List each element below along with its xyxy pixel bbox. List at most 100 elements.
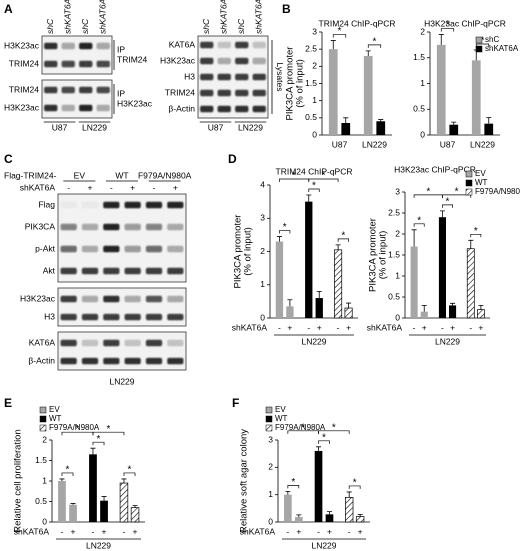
x-tick-label: - bbox=[469, 322, 472, 332]
significance-label: * bbox=[332, 422, 336, 433]
significance-bracket bbox=[442, 194, 472, 198]
significance-bracket bbox=[123, 472, 136, 476]
row-label: KAT6A bbox=[169, 39, 196, 49]
significance-label: * bbox=[291, 477, 295, 488]
y-tick-label: 3 bbox=[260, 213, 265, 223]
bar bbox=[314, 450, 323, 522]
band bbox=[60, 245, 77, 253]
error-bar bbox=[450, 302, 456, 306]
y-tick-label: 2 bbox=[42, 434, 47, 444]
bar bbox=[420, 311, 428, 318]
significance-label: * bbox=[128, 465, 132, 476]
y-tick-label: 1 bbox=[395, 270, 400, 280]
treatment: - bbox=[67, 182, 70, 192]
band bbox=[252, 41, 266, 49]
band bbox=[252, 57, 266, 65]
chart-title: H3K23ac ChIP-qPCR bbox=[394, 164, 476, 174]
row-label: p-Akt bbox=[35, 243, 55, 253]
lane-label: shKAT6A bbox=[98, 0, 108, 34]
band bbox=[103, 295, 120, 303]
bar bbox=[328, 49, 338, 135]
ip-label: IP bbox=[117, 88, 125, 98]
band bbox=[79, 42, 93, 50]
legend-swatch bbox=[465, 179, 473, 187]
row-label: H3K23ac bbox=[20, 293, 56, 303]
band bbox=[103, 313, 120, 321]
band bbox=[79, 104, 93, 112]
x-tick-label: - bbox=[441, 322, 444, 332]
legend-swatch bbox=[39, 415, 47, 423]
band bbox=[167, 357, 184, 365]
bar bbox=[436, 44, 446, 135]
panel-label: A bbox=[4, 2, 13, 16]
x-axis-label: shKAT6A bbox=[240, 526, 276, 536]
y-axis-label: PIK3CA promoter bbox=[233, 215, 244, 289]
band bbox=[103, 357, 120, 365]
error-bar bbox=[411, 229, 417, 247]
band bbox=[44, 60, 58, 68]
significance-bracket bbox=[348, 485, 361, 489]
band bbox=[124, 357, 141, 365]
bar bbox=[471, 60, 481, 136]
band bbox=[200, 89, 214, 97]
x-tick-label: U87 bbox=[440, 139, 456, 149]
x-tick-label: - bbox=[123, 526, 126, 536]
error-bar bbox=[346, 491, 352, 498]
x-tick-label: + bbox=[102, 526, 107, 536]
y-tick-label: 1.5 bbox=[388, 249, 400, 259]
error-bar bbox=[421, 305, 427, 312]
band bbox=[124, 245, 141, 253]
x-tick-label: + bbox=[317, 322, 322, 332]
error-bar bbox=[451, 121, 457, 125]
error-bar bbox=[486, 117, 492, 124]
lysate-label: Lysates bbox=[275, 63, 285, 92]
legend-swatch bbox=[475, 36, 483, 44]
legend-label: EV bbox=[275, 405, 286, 414]
band bbox=[103, 223, 120, 231]
band bbox=[235, 105, 249, 113]
lane-label: shKAT6A bbox=[254, 0, 264, 34]
y-axis-label: Relative cell proliferation bbox=[13, 429, 24, 533]
significance-label: * bbox=[373, 37, 377, 48]
cell-line: LN229 bbox=[82, 122, 107, 132]
significance-label: * bbox=[312, 181, 316, 192]
y-tick-label: 1.5 bbox=[413, 52, 425, 62]
lane-label: shKAT6A bbox=[219, 0, 229, 34]
x-axis-label: shKAT6A bbox=[14, 526, 50, 536]
band bbox=[235, 73, 249, 81]
band bbox=[217, 105, 231, 113]
y-tick-label: 2 bbox=[395, 228, 400, 238]
bar bbox=[284, 494, 292, 522]
y-tick-label: 0.5 bbox=[388, 291, 400, 301]
band bbox=[145, 245, 163, 253]
x-tick-label: - bbox=[307, 322, 310, 332]
band bbox=[60, 201, 77, 209]
error-bar bbox=[132, 505, 138, 508]
ip-label: IP bbox=[117, 44, 125, 54]
chart-title: H3K23ac ChIP-qPCR bbox=[424, 18, 506, 28]
bar bbox=[130, 507, 140, 523]
band bbox=[235, 41, 249, 49]
panel-label: E bbox=[4, 396, 12, 410]
bar bbox=[484, 123, 494, 135]
significance-bracket bbox=[287, 485, 300, 489]
treatment: - bbox=[110, 182, 113, 192]
error-bar bbox=[306, 194, 312, 202]
group-label: LN229 bbox=[311, 540, 336, 550]
band bbox=[167, 245, 184, 253]
legend-swatch bbox=[265, 406, 273, 414]
band bbox=[60, 267, 77, 275]
band bbox=[60, 295, 77, 303]
bar bbox=[355, 516, 365, 523]
significance-label: * bbox=[283, 222, 287, 233]
blot-box bbox=[57, 331, 187, 371]
row-label: H3K23ac bbox=[4, 102, 40, 112]
construct: EV bbox=[74, 170, 86, 180]
x-tick-label: - bbox=[278, 322, 281, 332]
error-bar bbox=[285, 490, 291, 495]
row-label: KAT6A bbox=[29, 337, 56, 347]
significance-label: * bbox=[426, 187, 430, 198]
band bbox=[252, 105, 266, 113]
bar bbox=[89, 454, 97, 522]
